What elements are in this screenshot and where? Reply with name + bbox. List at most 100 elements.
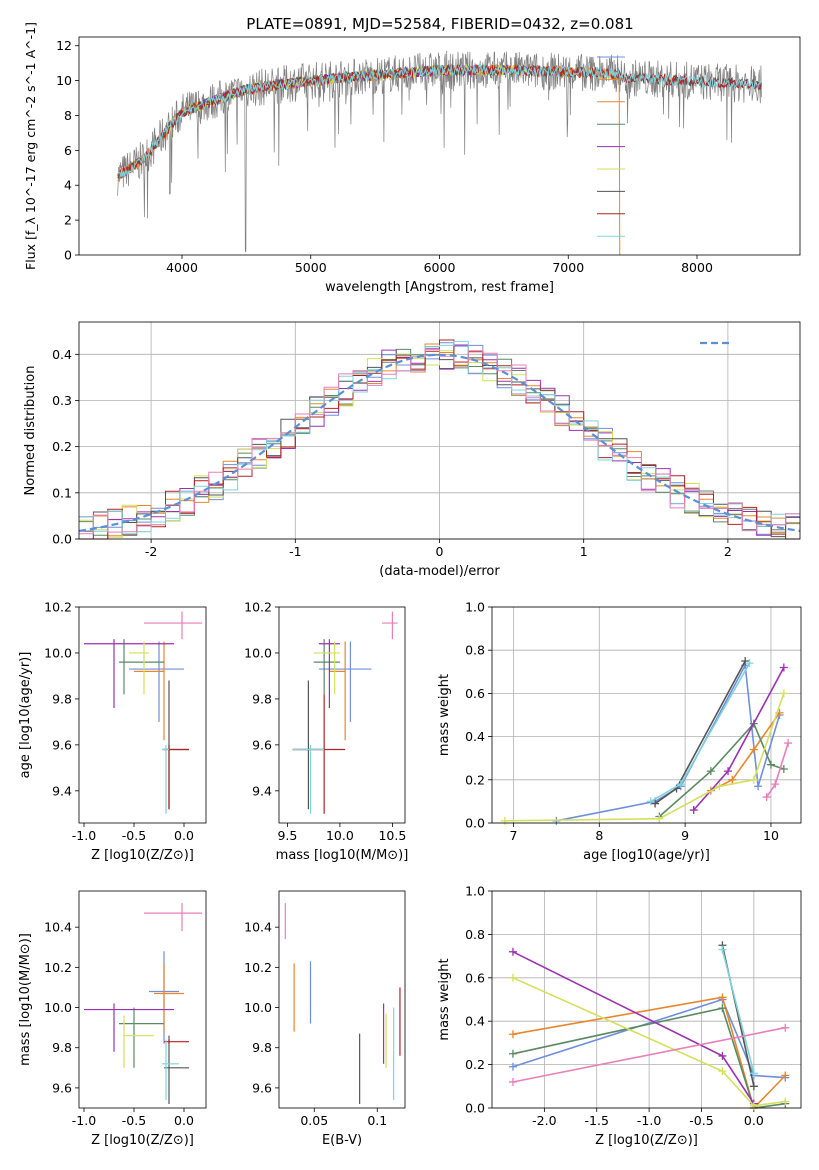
data-point-marker: [762, 793, 771, 802]
data-point-marker: [779, 765, 788, 773]
y-tick-label: 10.0: [44, 645, 72, 660]
data-point-marker: [745, 659, 754, 668]
x-tick-label: 0.05: [300, 1113, 328, 1128]
y-tick-label: 2: [64, 213, 72, 228]
x-tick-label: -1.0: [72, 1113, 96, 1128]
data-point-marker: [766, 760, 775, 769]
x-axis-label: Z [log10(Z/Z⊙)]: [91, 1133, 194, 1148]
series-line: [512, 977, 786, 1107]
x-tick-label: 0: [436, 544, 444, 559]
data-point-marker: [779, 689, 788, 698]
y-tick-label: 0.0: [52, 532, 72, 547]
y-tick-label: 0.4: [52, 347, 72, 362]
axes-frame: [78, 890, 207, 1109]
y-tick-label: 10.2: [244, 600, 272, 615]
data-point-marker: [728, 775, 737, 784]
x-axis-label: mass [log10(M/M⊙)]: [276, 848, 409, 863]
x-tick-label: -0.5: [122, 828, 146, 843]
y-tick-label: 0.2: [465, 772, 485, 787]
x-tick-label: -1.5: [585, 1113, 609, 1128]
data-point-marker: [508, 1049, 517, 1058]
x-tick-label: 0.0: [744, 1113, 764, 1128]
y-tick-label: 10.2: [44, 600, 72, 615]
x-axis-label: age [log10(age/yr)]: [583, 848, 710, 863]
y-tick-label: 0.2: [465, 1057, 485, 1072]
figure-title: PLATE=0891, MJD=52584, FIBERID=0432, z=0…: [246, 15, 633, 33]
y-tick-label: 0.6: [465, 970, 485, 985]
data-point-marker: [784, 739, 793, 748]
axes-frame: [491, 890, 802, 1109]
x-tick-label: -0.5: [122, 1113, 146, 1128]
mass-weight-vs-metallicity-panel: -2.0 -1.5 -1.0 -0.5 0.0 0.0 0.2 0.4 0.6 0.8 1.0 Z […: [437, 884, 802, 1148]
residual-histogram-panel: -2 -1 0 1 2 0.0 0.1 0.2 0.3 0.4 (data-model)/error…: [23, 321, 801, 579]
data-point-marker: [779, 663, 788, 672]
y-tick-label: 10.0: [44, 1000, 72, 1015]
series-line: [512, 1026, 786, 1083]
y-tick-label: 10.2: [44, 960, 72, 975]
data-point-marker: [655, 814, 664, 823]
x-tick-label: 5000: [295, 260, 327, 275]
x-tick-label: 10.0: [326, 828, 354, 843]
data-point-marker: [718, 1051, 727, 1060]
y-axis-label: age [log10(age/yr)]: [18, 652, 33, 779]
data-point-marker: [771, 780, 780, 789]
y-tick-label: 9.4: [252, 783, 272, 798]
data-point-marker: [676, 780, 685, 789]
y-tick-label: 0.0: [465, 1101, 485, 1116]
data-point-marker: [718, 1004, 727, 1013]
spectrum-panel: 4000 5000 6000 7000 8000 0 2 4 6 8 10 12 wavelength …: [23, 22, 801, 295]
data-point-marker: [718, 1067, 727, 1076]
mass-vs-ebv-panel: 0.05 0.1 9.6 9.8 10.0 10.2 10.4 E(B-V): [244, 890, 406, 1148]
data-point-marker: [749, 1069, 758, 1078]
y-tick-label: 1.0: [465, 600, 485, 615]
x-tick-label: 9.5: [277, 828, 297, 843]
model-spectrum-line: [117, 63, 762, 177]
y-axis-label: Normed distribution: [23, 366, 38, 496]
data-point-marker: [508, 973, 517, 982]
y-tick-label: 10.4: [44, 920, 72, 935]
series-line: [556, 662, 781, 822]
x-axis-label: wavelength [Angstrom, rest frame]: [325, 280, 554, 295]
series-line: [512, 1007, 786, 1109]
y-tick-label: 9.6: [52, 737, 72, 752]
y-axis-label: Flux [f_λ 10^-17 erg cm^-2 s^-1 A^-1]: [23, 22, 38, 270]
axes-frame: [278, 606, 406, 824]
age-vs-metallicity-panel: -1.0 -0.5 0.0 9.4 9.6 9.8 10.0 10.2 Z [log10(Z/Z…: [18, 600, 207, 863]
x-tick-label: 8: [595, 828, 603, 843]
x-axis-label: (data-model)/error: [379, 564, 500, 579]
x-axis-label: Z [log10(Z/Z⊙)]: [595, 1133, 698, 1148]
y-tick-label: 0.2: [52, 439, 72, 454]
x-tick-label: 0.1: [367, 1113, 387, 1128]
y-tick-label: 0.4: [465, 1014, 485, 1029]
x-tick-label: 6000: [424, 260, 456, 275]
y-tick-label: 9.6: [252, 1080, 272, 1095]
y-tick-label: 0.6: [465, 686, 485, 701]
data-point-marker: [718, 945, 727, 954]
data-point-marker: [715, 782, 724, 791]
data-point-marker: [508, 947, 517, 956]
x-tick-label: 7: [509, 828, 517, 843]
data-point-marker: [781, 1071, 790, 1080]
data-point-marker: [781, 1097, 790, 1106]
normal-curve-line: [78, 353, 801, 532]
x-tick-label: 2: [724, 544, 732, 559]
x-tick-label: 9: [681, 828, 689, 843]
data-point-marker: [500, 816, 509, 825]
x-tick-label: 0.0: [174, 828, 194, 843]
y-tick-label: 1.0: [465, 884, 485, 899]
x-tick-label: 7000: [552, 260, 584, 275]
y-tick-label: 10.4: [244, 920, 272, 935]
data-point-marker: [706, 767, 715, 776]
data-point-marker: [754, 782, 763, 791]
data-point-marker: [781, 1023, 790, 1032]
series-line: [766, 742, 789, 798]
y-tick-label: 12: [56, 38, 72, 53]
x-tick-label: -0.5: [689, 1113, 713, 1128]
y-tick-label: 9.8: [252, 691, 272, 706]
y-tick-label: 0.0: [465, 816, 485, 831]
data-point-marker: [508, 1030, 517, 1039]
x-tick-label: 4000: [166, 260, 198, 275]
y-tick-label: 9.8: [52, 691, 72, 706]
axes-frame: [78, 36, 801, 256]
data-point-marker: [724, 767, 733, 776]
